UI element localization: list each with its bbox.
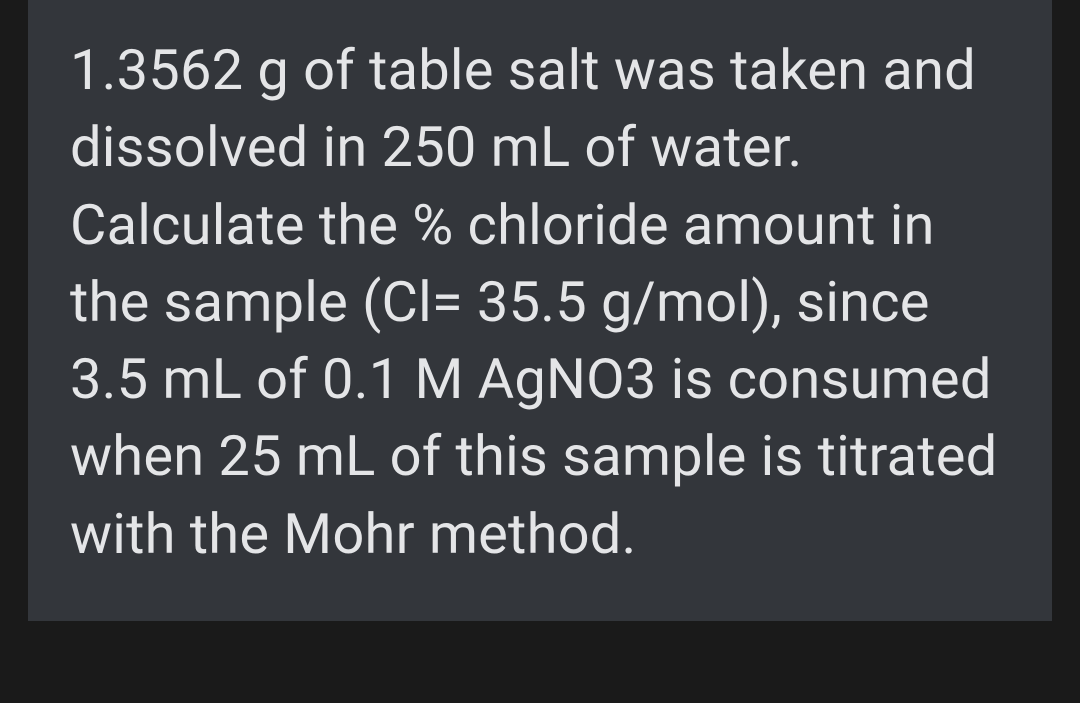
page-container: 1.3562 g of table salt was taken and dis… <box>0 0 1080 703</box>
problem-text: 1.3562 g of table salt was taken and dis… <box>70 32 1010 573</box>
text-panel: 1.3562 g of table salt was taken and dis… <box>28 0 1052 621</box>
